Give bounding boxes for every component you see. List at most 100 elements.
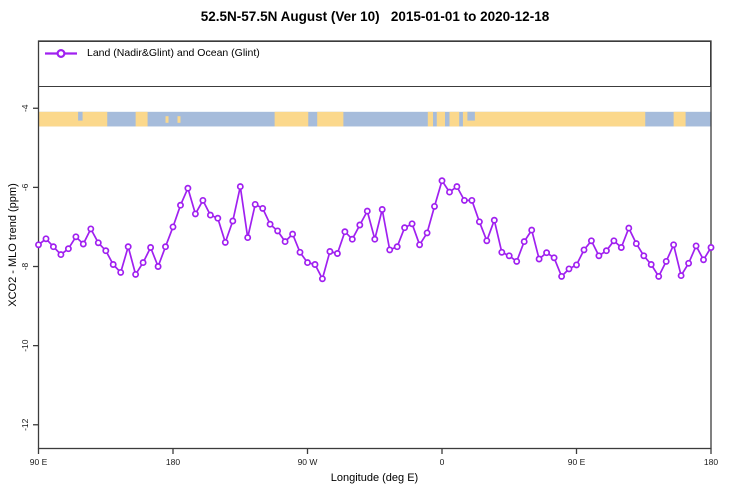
data-point-marker [281,238,289,246]
data-point-marker [72,233,80,241]
data-point-marker [162,243,169,251]
map-band-land-segment [449,111,460,127]
data-point-marker [274,227,282,235]
data-point-marker [513,257,521,265]
data-point-marker [393,243,401,251]
data-point-marker [655,272,663,280]
y-tick-label: -10 [20,339,30,352]
series-line [37,179,712,280]
data-point-marker [543,249,551,257]
data-point-marker [378,206,386,213]
data-point-marker [438,177,446,185]
data-point-marker [64,245,72,253]
data-point-marker [326,248,334,255]
y-tick-label: -8 [20,262,30,270]
chart-title: 52.5N-57.5N August (Ver 10) 2015-01-01 t… [200,9,550,24]
x-tick-label: 0 [440,457,445,467]
map-band-land-segment [462,111,646,127]
data-point-marker [296,248,304,256]
data-point-marker [401,224,409,232]
data-point-marker [289,230,297,238]
data-point-marker [169,223,177,231]
data-point-marker [318,275,326,283]
map-band-island-speck [177,116,181,123]
data-point-marker [139,259,147,267]
map-band-ocean-patch [467,111,475,121]
data-point-marker [49,243,57,251]
data-point-marker [573,261,580,269]
data-point-marker [147,244,155,251]
x-tick-label: 180 [704,457,718,467]
data-point-marker [423,229,431,237]
legend-label: Land (Nadir&Glint) and Ocean (Glint) [87,47,260,59]
data-point-marker [483,237,491,245]
data-point-marker [363,207,371,215]
data-point-marker [109,261,117,268]
map-band-land-segment [427,111,434,127]
data-point-marker [229,217,237,225]
data-point-marker [595,252,603,260]
data-point-marker [617,244,625,251]
data-point-marker [431,202,438,210]
data-point-marker [177,201,184,209]
data-point-marker [490,216,498,224]
data-point-marker [446,188,453,196]
data-point-marker [124,243,132,251]
data-point-marker [408,220,416,228]
data-point-marker [259,204,267,212]
y-tick-label: -4 [20,104,30,112]
legend-entry: Land (Nadir&Glint) and Ocean (Glint) [44,46,260,61]
data-point-marker [640,252,648,260]
data-point-marker [184,184,192,192]
data-point-marker [625,224,633,232]
data-point-marker [42,235,50,243]
data-point-marker [610,237,618,245]
data-point-marker [221,238,229,246]
data-point-marker [520,238,528,246]
data-point-marker [35,241,42,249]
data-point-marker [348,235,356,243]
data-point-marker [558,272,566,280]
data-point-marker [117,268,125,276]
data-point-marker [670,241,678,249]
x-tick-label: 90 E [30,457,48,467]
data-point-marker [662,257,670,265]
data-point-marker [154,263,162,270]
data-point-marker [206,211,214,219]
map-band-land-segment [673,111,686,127]
data-point-marker [356,221,364,229]
x-tick-label: 180 [166,457,180,467]
x-tick-label: 90 W [298,457,318,467]
data-point-marker [304,259,311,267]
data-point-marker [587,237,595,245]
data-point-marker [700,256,707,264]
legend-box [38,41,711,87]
map-band-land-segment [436,111,445,127]
data-point-marker [236,183,244,191]
data-point-marker [460,196,468,204]
data-point-marker [251,200,259,208]
data-point-marker [528,226,536,234]
legend-line-marker-icon [45,48,77,59]
map-band-island-speck [165,116,169,123]
data-point-marker [692,242,700,250]
data-point-marker [57,251,65,259]
data-point-marker [214,214,222,222]
x-axis-title: Longitude (deg E) [330,472,419,484]
data-point-marker [632,240,640,248]
data-point-marker [677,272,685,280]
data-point-marker [468,196,476,204]
data-point-marker [386,246,394,254]
map-band-ocean-patch [78,111,83,121]
data-point-marker [102,247,110,255]
data-point-marker [416,241,424,249]
data-point-marker [535,255,543,263]
data-point-marker [87,225,95,233]
data-point-marker [79,240,87,248]
data-point-marker [647,261,655,268]
x-tick-label: 90 E [568,457,586,467]
data-point-marker [602,247,610,255]
data-point-marker [565,265,573,273]
